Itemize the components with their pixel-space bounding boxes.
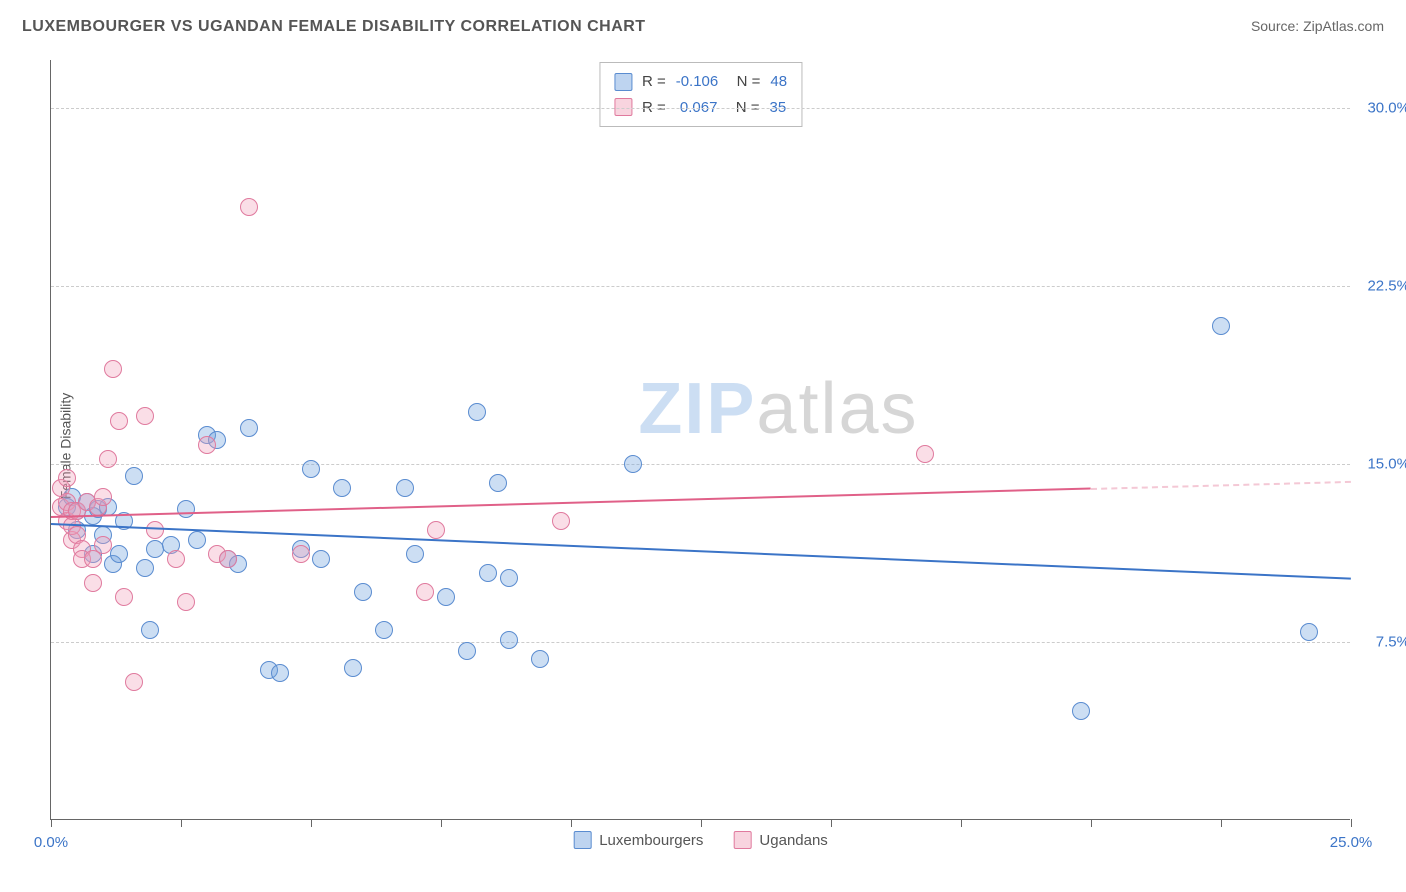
point-luxembourger bbox=[500, 631, 518, 649]
x-tick bbox=[701, 819, 702, 827]
point-ugandan bbox=[146, 521, 164, 539]
watermark-zip: ZIP bbox=[638, 369, 756, 449]
point-luxembourger bbox=[240, 419, 258, 437]
x-tick bbox=[51, 819, 52, 827]
x-tick bbox=[311, 819, 312, 827]
point-luxembourger bbox=[125, 467, 143, 485]
point-luxembourger bbox=[302, 460, 320, 478]
horizontal-gridline bbox=[51, 464, 1350, 465]
x-tick bbox=[1221, 819, 1222, 827]
swatch-pink-icon bbox=[733, 831, 751, 849]
x-tick bbox=[831, 819, 832, 827]
point-ugandan bbox=[416, 583, 434, 601]
point-ugandan bbox=[198, 436, 216, 454]
legend-label: Luxembourgers bbox=[599, 832, 703, 849]
point-ugandan bbox=[94, 488, 112, 506]
source-label: Source: ZipAtlas.com bbox=[1251, 18, 1384, 34]
y-tick-label: 30.0% bbox=[1367, 99, 1406, 116]
swatch-blue-icon bbox=[614, 73, 632, 91]
point-ugandan bbox=[916, 445, 934, 463]
point-luxembourger bbox=[354, 583, 372, 601]
point-luxembourger bbox=[375, 621, 393, 639]
point-ugandan bbox=[125, 673, 143, 691]
point-luxembourger bbox=[188, 531, 206, 549]
point-ugandan bbox=[427, 521, 445, 539]
point-luxembourger bbox=[479, 564, 497, 582]
point-ugandan bbox=[104, 360, 122, 378]
trend-line-ugandans bbox=[51, 488, 1091, 518]
point-luxembourger bbox=[333, 479, 351, 497]
x-tick-label: 0.0% bbox=[34, 834, 68, 851]
legend-item-luxembourgers: Luxembourgers bbox=[573, 831, 703, 849]
series-legend: Luxembourgers Ugandans bbox=[573, 831, 828, 849]
horizontal-gridline bbox=[51, 108, 1350, 109]
chart-title: LUXEMBOURGER VS UGANDAN FEMALE DISABILIT… bbox=[22, 18, 646, 36]
y-tick-label: 15.0% bbox=[1367, 455, 1406, 472]
stats-row-blue: R = -0.106 N = 48 bbox=[614, 69, 787, 95]
point-luxembourger bbox=[437, 588, 455, 606]
point-luxembourger bbox=[271, 664, 289, 682]
point-ugandan bbox=[84, 574, 102, 592]
stat-r-blue: -0.106 bbox=[676, 69, 719, 95]
watermark: ZIPatlas bbox=[638, 368, 918, 450]
point-ugandan bbox=[136, 407, 154, 425]
trend-line-ugandans-extrapolated bbox=[1091, 480, 1351, 489]
x-tick-label: 25.0% bbox=[1330, 834, 1373, 851]
stats-legend-box: R = -0.106 N = 48 R = 0.067 N = 35 bbox=[599, 62, 802, 127]
point-ugandan bbox=[552, 512, 570, 530]
point-luxembourger bbox=[110, 545, 128, 563]
point-ugandan bbox=[58, 469, 76, 487]
stat-n-blue: 48 bbox=[770, 69, 787, 95]
point-ugandan bbox=[115, 588, 133, 606]
point-luxembourger bbox=[1300, 623, 1318, 641]
point-luxembourger bbox=[396, 479, 414, 497]
point-luxembourger bbox=[1212, 317, 1230, 335]
point-luxembourger bbox=[624, 455, 642, 473]
x-tick bbox=[181, 819, 182, 827]
y-tick-label: 22.5% bbox=[1367, 277, 1406, 294]
horizontal-gridline bbox=[51, 642, 1350, 643]
legend-label: Ugandans bbox=[759, 832, 827, 849]
point-ugandan bbox=[240, 198, 258, 216]
swatch-blue-icon bbox=[573, 831, 591, 849]
point-luxembourger bbox=[177, 500, 195, 518]
horizontal-gridline bbox=[51, 286, 1350, 287]
point-luxembourger bbox=[458, 642, 476, 660]
x-tick bbox=[571, 819, 572, 827]
watermark-atlas: atlas bbox=[756, 369, 918, 449]
point-ugandan bbox=[94, 536, 112, 554]
point-luxembourger bbox=[344, 659, 362, 677]
trend-line-luxembourgers bbox=[51, 523, 1351, 580]
x-tick bbox=[961, 819, 962, 827]
stat-n-label: N = bbox=[728, 69, 760, 95]
point-ugandan bbox=[292, 545, 310, 563]
point-luxembourger bbox=[489, 474, 507, 492]
point-ugandan bbox=[177, 593, 195, 611]
point-luxembourger bbox=[468, 403, 486, 421]
point-ugandan bbox=[167, 550, 185, 568]
point-luxembourger bbox=[531, 650, 549, 668]
point-luxembourger bbox=[1072, 702, 1090, 720]
point-luxembourger bbox=[136, 559, 154, 577]
x-tick bbox=[1091, 819, 1092, 827]
x-tick bbox=[1351, 819, 1352, 827]
x-tick bbox=[441, 819, 442, 827]
chart-plot-area: ZIPatlas R = -0.106 N = 48 R = 0.067 N =… bbox=[50, 60, 1350, 820]
point-luxembourger bbox=[312, 550, 330, 568]
point-luxembourger bbox=[500, 569, 518, 587]
point-luxembourger bbox=[141, 621, 159, 639]
point-ugandan bbox=[99, 450, 117, 468]
legend-item-ugandans: Ugandans bbox=[733, 831, 827, 849]
point-ugandan bbox=[219, 550, 237, 568]
point-ugandan bbox=[110, 412, 128, 430]
stat-r-label: R = bbox=[642, 69, 666, 95]
y-tick-label: 7.5% bbox=[1376, 633, 1406, 650]
point-luxembourger bbox=[406, 545, 424, 563]
